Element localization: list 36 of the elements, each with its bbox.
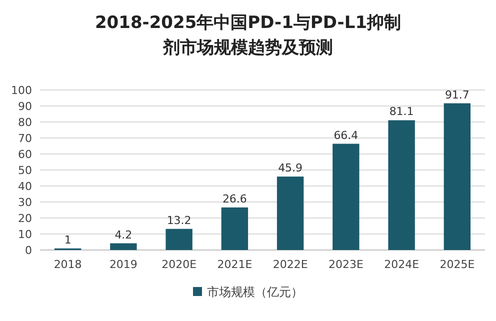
- x-tick-label: 2019: [109, 258, 138, 271]
- x-tick-label: 2023E: [328, 258, 364, 271]
- chart-title: 2018-2025年中国PD-1与PD-L1抑制剂市场规模趋势及预测: [94, 13, 402, 58]
- bar: [276, 176, 304, 250]
- x-tick-label: 2020E: [162, 258, 197, 271]
- bar: [110, 243, 137, 250]
- data-label: 66.4: [334, 128, 358, 142]
- data-label: 45.9: [278, 162, 303, 175]
- x-tick-label: 2024E: [384, 258, 420, 271]
- x-tick-label: 2021E: [217, 258, 252, 271]
- data-label: 1: [64, 233, 72, 246]
- y-tick-label: 0: [25, 244, 32, 257]
- x-tick-label: 2018: [54, 258, 82, 271]
- data-label: 91.7: [444, 88, 470, 102]
- data-label: 81.1: [389, 105, 414, 118]
- bar: [221, 207, 248, 250]
- data-label: 26.6: [222, 192, 247, 206]
- data-label: 13.2: [166, 214, 192, 227]
- y-tick-label: 30: [18, 196, 32, 209]
- x-tick-label: 2022E: [272, 258, 308, 271]
- y-tick-label: 40: [18, 180, 32, 193]
- y-tick-label: 80: [18, 116, 32, 129]
- bar: [388, 120, 415, 250]
- x-tick-label: 2025E: [440, 258, 475, 271]
- y-tick-label: 60: [18, 148, 32, 161]
- bar: [444, 103, 471, 250]
- y-tick-label: 10: [18, 228, 32, 241]
- y-tick-label: 70: [18, 132, 32, 145]
- legend-label: 市场规模（亿元）: [207, 285, 303, 299]
- bar: [166, 228, 192, 250]
- y-tick-label: 90: [18, 100, 32, 113]
- y-tick-label: 50: [18, 164, 32, 177]
- bar: [332, 144, 360, 250]
- y-tick-label: 20: [18, 212, 32, 225]
- data-label: 4.2: [114, 228, 132, 242]
- y-tick-label: 100: [11, 84, 32, 97]
